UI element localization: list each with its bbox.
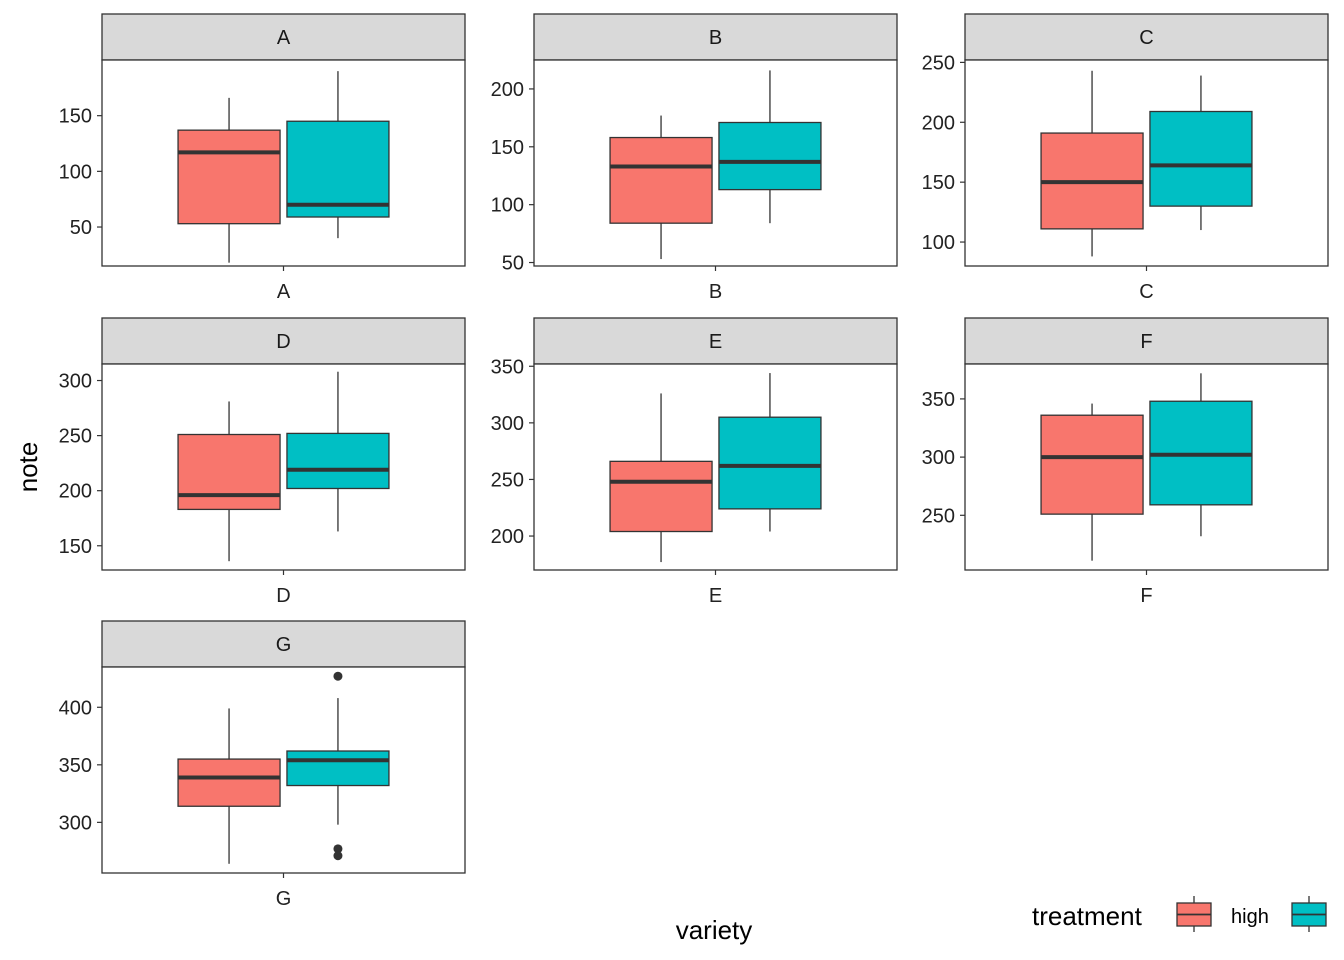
y-tick-label: 300 [922, 447, 955, 469]
box-iqr [609, 136, 713, 224]
facet-F: F 250 300 350 F [922, 317, 1329, 607]
y-tick-label: 350 [59, 755, 92, 777]
x-axis-title: variety [676, 915, 753, 945]
box-low [1149, 373, 1253, 537]
box-iqr [286, 750, 390, 787]
box-high [177, 708, 281, 864]
y-tick-label: 150 [922, 172, 955, 194]
y-tick-label: 250 [922, 52, 955, 74]
plot-panel [964, 59, 1329, 267]
outlier-point [333, 844, 343, 854]
y-tick-label: 300 [59, 812, 92, 834]
y-tick-label: 50 [70, 217, 92, 239]
facet-G: G 300 350 400 G [59, 620, 466, 910]
plot-panel [533, 59, 898, 267]
y-tick-label: 200 [922, 112, 955, 134]
facet-strip [964, 13, 1329, 61]
facet-strip [533, 13, 898, 61]
facet-strip-label: E [709, 331, 722, 353]
outlier-point [333, 671, 343, 681]
y-tick-label: 150 [491, 137, 524, 159]
legend-label: high [1231, 906, 1269, 928]
facet-strip-label: A [277, 27, 291, 49]
plot-panel [101, 363, 466, 571]
facet-C: C 100 150 200 250 C [922, 13, 1329, 303]
box-low [1149, 75, 1253, 231]
y-tick-label: 100 [59, 161, 92, 183]
plot-panel [533, 363, 898, 571]
facet-strip-label: D [276, 331, 290, 353]
legend-title: treatment [1032, 901, 1143, 931]
box-low [286, 71, 390, 239]
y-tick-label: 100 [491, 195, 524, 217]
box-iqr [177, 758, 281, 807]
box-high [609, 115, 713, 260]
y-tick-label: 300 [491, 413, 524, 435]
facet-strip [533, 317, 898, 365]
box-iqr [177, 433, 281, 511]
box-high [1040, 70, 1144, 257]
facet-E: E 200 250 300 350 E [491, 317, 898, 607]
y-tick-label: 100 [922, 232, 955, 254]
outlier-point [333, 851, 343, 861]
facet-strip-label: F [1140, 331, 1152, 353]
box-high [177, 97, 281, 263]
x-tick-label: D [276, 585, 290, 607]
legend-key-low: low [1291, 896, 1327, 932]
x-tick-label: G [276, 888, 292, 910]
facet-grid: A 50 100 150 A B 50 100 150 200 B C 100 150 200 250 C D 15… [59, 13, 1329, 910]
y-tick-label: 200 [491, 526, 524, 548]
box-iqr [718, 121, 822, 191]
facet-strip [101, 13, 466, 61]
y-tick-label: 200 [491, 79, 524, 101]
box-low [718, 373, 822, 532]
y-tick-label: 350 [491, 356, 524, 378]
facet-strip-label: C [1139, 27, 1153, 49]
legend: treatment highlow [1032, 896, 1327, 932]
box-iqr [718, 416, 822, 510]
facet-D: D 150 200 250 300 D [59, 317, 466, 607]
y-tick-label: 250 [59, 426, 92, 448]
x-tick-label: C [1139, 281, 1153, 303]
box-high [609, 393, 713, 563]
plot-panel [101, 666, 466, 874]
y-tick-label: 300 [59, 371, 92, 393]
y-tick-label: 150 [59, 536, 92, 558]
x-tick-label: E [709, 585, 722, 607]
facet-strip [101, 317, 466, 365]
y-tick-label: 400 [59, 697, 92, 719]
box-iqr [286, 432, 390, 490]
box-low [718, 70, 822, 224]
y-tick-label: 200 [59, 481, 92, 503]
y-axis-title: note [13, 442, 43, 493]
y-tick-label: 50 [502, 253, 524, 275]
box-iqr [286, 120, 390, 218]
box-low [286, 371, 390, 532]
box-low [286, 671, 390, 861]
facet-A: A 50 100 150 A [59, 13, 466, 303]
x-tick-label: A [277, 281, 291, 303]
legend-key-high: high [1176, 896, 1269, 932]
box-iqr [609, 460, 713, 533]
box-iqr [1040, 414, 1144, 515]
y-tick-label: 250 [922, 505, 955, 527]
plot-panel [101, 59, 466, 267]
facet-strip-label: B [709, 27, 722, 49]
box-high [177, 401, 281, 562]
box-iqr [177, 129, 281, 225]
y-tick-label: 150 [59, 106, 92, 128]
x-tick-label: F [1140, 585, 1152, 607]
facet-B: B 50 100 150 200 B [491, 13, 898, 303]
facet-strip-label: G [276, 634, 292, 656]
y-tick-label: 250 [491, 469, 524, 491]
x-tick-label: B [709, 281, 722, 303]
box-high [1040, 403, 1144, 561]
plot-panel [964, 363, 1329, 571]
y-tick-label: 350 [922, 389, 955, 411]
box-iqr [1149, 110, 1253, 207]
